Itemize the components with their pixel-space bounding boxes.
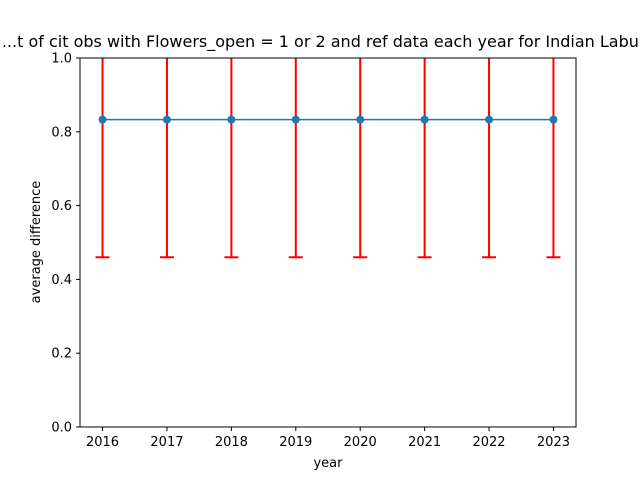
y-tick-label: 0.2	[51, 347, 72, 362]
x-axis-label: year	[313, 456, 343, 471]
data-point	[420, 115, 429, 124]
axes-frame	[79, 57, 577, 428]
x-tick-label: 2021	[408, 435, 441, 450]
data-point	[549, 115, 558, 124]
axis-ticks: 2016 2017 2018 2019 2020 2021 2022 2023 0.0 0.2 0.…	[51, 52, 570, 451]
y-tick-label: 0.6	[51, 199, 72, 214]
data-point	[98, 115, 107, 124]
data-point	[162, 115, 171, 124]
y-tick-label: 0.4	[51, 273, 72, 288]
data-point	[227, 115, 236, 124]
x-tick-label: 2023	[537, 435, 570, 450]
x-tick-label: 2018	[215, 435, 248, 450]
data-point	[485, 115, 494, 124]
x-tick-label: 2022	[472, 435, 505, 450]
x-tick-label: 2016	[86, 435, 119, 450]
x-tick-label: 2019	[279, 435, 312, 450]
y-tick-label: 0.8	[51, 125, 72, 140]
data-point	[291, 115, 300, 124]
plot-area	[95, 58, 561, 259]
data-point	[356, 115, 365, 124]
y-tick-label: 1.0	[51, 52, 72, 67]
chart-title: ...t of cit obs with Flowers_open = 1 or…	[2, 32, 640, 52]
x-tick-label: 2020	[344, 435, 377, 450]
y-tick-label: 0.0	[51, 421, 72, 436]
x-tick-label: 2017	[150, 435, 183, 450]
y-axis-label: average difference	[29, 181, 44, 304]
